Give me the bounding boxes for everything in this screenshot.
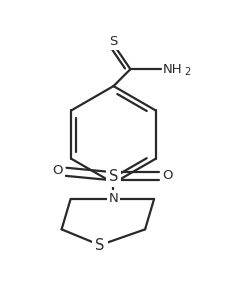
- Text: S: S: [109, 169, 118, 184]
- Text: O: O: [162, 169, 173, 182]
- Text: S: S: [109, 35, 118, 48]
- Text: O: O: [52, 164, 63, 177]
- Text: 2: 2: [185, 67, 191, 77]
- Text: S: S: [95, 238, 105, 253]
- Text: N: N: [109, 192, 118, 206]
- Text: NH: NH: [163, 63, 183, 76]
